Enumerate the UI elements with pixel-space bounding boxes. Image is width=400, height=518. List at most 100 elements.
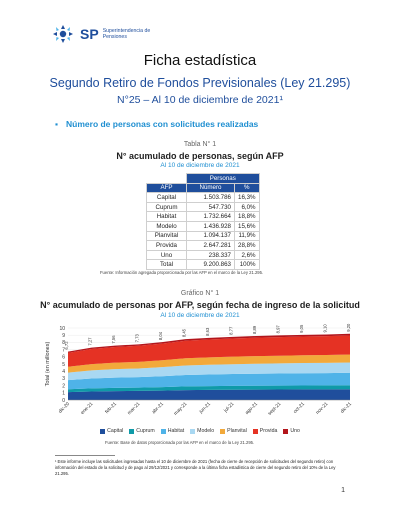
total-data-label: 9,05 [299, 324, 304, 333]
x-tick-label: ago-21 [244, 401, 259, 416]
table-header-numero: Número [186, 182, 235, 194]
y-tick-label: 0 [62, 398, 65, 404]
table-cell-pct: 6,0% [234, 201, 260, 213]
legend-swatch [100, 428, 106, 434]
legend-swatch [160, 428, 166, 434]
page-edition: N°25 – Al 10 de diciembre de 2021¹ [117, 94, 283, 106]
table-row: Capital 1.503.786 16,3% [146, 192, 260, 203]
x-tick-label: may-21 [173, 401, 189, 417]
table-cell-numero: 238.337 [186, 249, 235, 261]
area-series-cuprum [68, 385, 350, 393]
legend-item: Planvital [220, 428, 247, 434]
legend-item: Habitat [160, 428, 184, 434]
x-tick-label: oct-21 [292, 401, 306, 415]
legend-item: Modelo [190, 428, 214, 434]
chart-caption: Gráfico N° 1 [180, 290, 220, 297]
table-cell-numero: 1.503.786 [186, 192, 235, 203]
table-cell-afp: Total [146, 259, 187, 270]
table-row: Uno 238.337 2,6% [146, 249, 260, 261]
table-header-afp: AFP [146, 182, 187, 194]
y-axis-label: Total (en millones) [45, 342, 51, 387]
table-cell-pct: 28,8% [234, 240, 260, 251]
table-cell-afp: Provida [146, 240, 187, 251]
total-data-label: 8,63 [205, 327, 210, 336]
chart-source: Fuente: Base de datos proporcionada por … [105, 440, 255, 445]
x-tick-label: dic-21 [339, 401, 353, 415]
total-data-label: 8,45 [182, 328, 187, 337]
table-cell-afp: Cuprum [146, 201, 187, 213]
total-data-label: 7,27 [88, 337, 93, 346]
y-tick-label: 10 [59, 326, 65, 332]
table-header-pct: % [234, 182, 260, 194]
table-title: N° acumulado de personas, según AFP [116, 151, 284, 161]
footnote: ¹ Este informe incluye las solicitudes i… [55, 459, 336, 476]
legend-swatch [283, 428, 289, 434]
legend-label: Capital [107, 428, 124, 434]
legend-swatch [129, 428, 135, 434]
y-tick-label: 4 [62, 369, 65, 375]
table-group-header: Personas [186, 173, 260, 184]
total-data-label: 7,73 [135, 334, 140, 343]
legend-item: Provida [252, 428, 277, 434]
table-caption: Tabla N° 1 [183, 141, 217, 148]
y-tick-label: 7 [62, 347, 65, 353]
table-subtitle: Al 10 de diciembre de 2021 [160, 162, 240, 169]
legend-item: Cuprum [129, 428, 155, 434]
table-cell-afp: Capital [146, 192, 187, 203]
y-tick-label: 6 [62, 355, 65, 361]
table-cell-numero: 1.732.664 [186, 211, 235, 222]
header-logo: SP Superintendencia de Pensiones [50, 24, 150, 44]
y-tick-label: 9 [62, 333, 65, 339]
legend-item: Capital [100, 428, 123, 434]
footnote-divider [55, 455, 115, 456]
chart-legend: Capital Cuprum Habitat Modelo Planvital Provi… [0, 428, 400, 434]
total-data-label: 8,97 [276, 325, 281, 334]
table-row: Habitat 1.732.664 18,8% [146, 211, 260, 222]
page-subtitle: Segundo Retiro de Fondos Previsionales (… [49, 76, 351, 90]
y-tick-label: 8 [62, 340, 65, 346]
total-data-label: 9,10 [323, 324, 328, 333]
x-tick-label: jun-21 [198, 401, 213, 416]
y-tick-label: 1 [62, 391, 65, 397]
table-cell-pct: 15,6% [234, 220, 260, 232]
chart-subtitle: Al 10 de diciembre de 2021 [160, 312, 240, 319]
legend-label: Planvital [227, 428, 247, 434]
x-tick-label: nov-21 [315, 401, 330, 416]
x-tick-label: jul-21 [222, 401, 235, 414]
table-cell-afp: Planvital [146, 230, 187, 242]
total-data-label: 9,20 [346, 323, 351, 332]
table-cell-numero: 547.730 [186, 201, 235, 213]
table-row: Cuprum 547.730 6,0% [146, 201, 260, 213]
legend-swatch [190, 428, 196, 434]
logo-text: SP [80, 26, 99, 42]
table-row: Planvital 1.094.137 11,9% [146, 230, 260, 242]
area-series-uno [68, 333, 350, 353]
page-title: Ficha estadística [143, 52, 257, 69]
legend-label: Cuprum [136, 428, 155, 434]
legend-item: Uno [283, 428, 300, 434]
table-row: Modelo 1.436.928 15,6% [146, 220, 260, 232]
legend-label: Uno [290, 428, 300, 434]
total-data-label: 8,89 [252, 325, 257, 334]
table-cell-pct: 11,9% [234, 230, 260, 242]
table-cell-pct: 16,3% [234, 192, 260, 203]
y-tick-label: 3 [62, 376, 65, 382]
x-tick-label: mar-21 [126, 401, 141, 416]
area-series-planvital [68, 354, 350, 373]
table-cell-numero: 2.647.281 [186, 240, 235, 251]
sp-logo-icon [53, 25, 73, 43]
section-heading: ▪ Número de personas con solicitudes real… [55, 119, 259, 129]
afp-table-body: Capital 1.503.786 16,3% Cuprum 547.730 6,0% Ha… [146, 192, 260, 270]
bullet-icon: ▪ [55, 119, 59, 129]
table-cell-numero: 1.436.928 [186, 220, 235, 232]
x-tick-label: ene-21 [80, 401, 95, 416]
table-cell-numero: 9.200.863 [186, 259, 235, 270]
page-number: 1 [341, 487, 345, 494]
table-cell-pct: 18,8% [234, 211, 260, 222]
table-row: Total 9.200.863 100% [146, 259, 260, 270]
legend-swatch [220, 428, 226, 434]
area-series-capital [68, 389, 350, 400]
table-cell-numero: 1.094.137 [186, 230, 235, 242]
area-series-provida [68, 335, 350, 367]
